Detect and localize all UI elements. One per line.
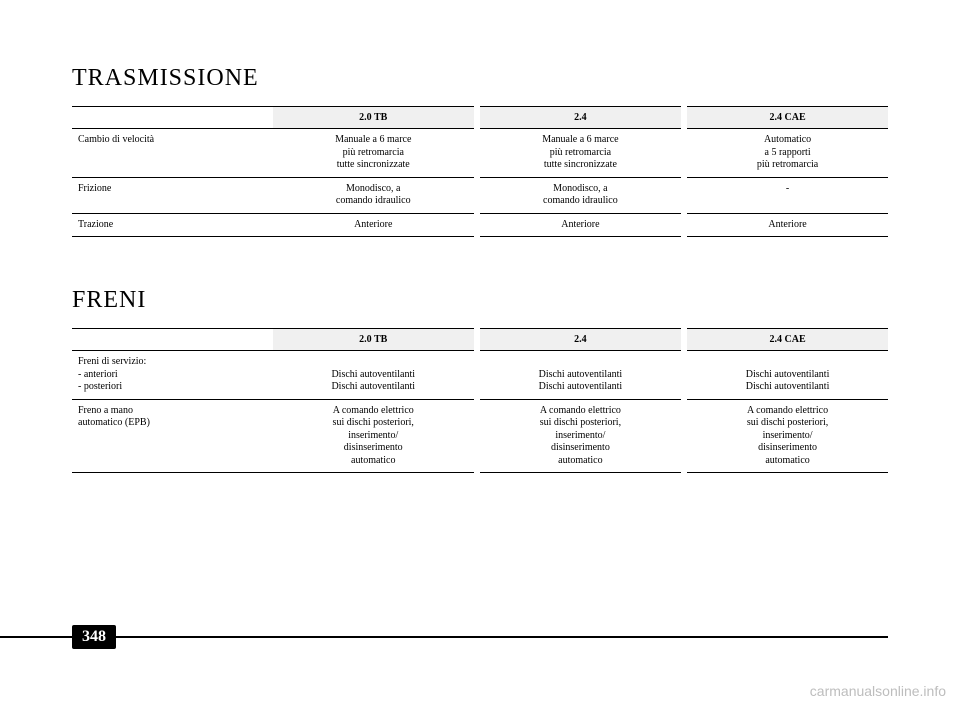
- cell: A comando elettrico sui dischi posterior…: [273, 399, 474, 473]
- header-col: 2.0 TB: [273, 107, 474, 129]
- cell: Anteriore: [687, 213, 888, 237]
- header-col: 2.4: [480, 329, 681, 351]
- table-row: Freno a mano automatico (EPB) A comando …: [72, 399, 888, 473]
- cell: A comando elettrico sui dischi posterior…: [687, 399, 888, 473]
- header-col: 2.0 TB: [273, 329, 474, 351]
- table-header-row: 2.0 TB 2.4 2.4 CAE: [72, 329, 888, 351]
- table-row: Trazione Anteriore Anteriore Anteriore: [72, 213, 888, 237]
- section-title: FRENI: [72, 287, 888, 314]
- cell: Automatico a 5 rapporti più retromarcia: [687, 129, 888, 178]
- cell: Dischi autoventilanti Dischi autoventila…: [273, 351, 474, 400]
- header-col: 2.4: [480, 107, 681, 129]
- section-freni: FRENI 2.0 TB 2.4 2.4 CAE Freni di: [72, 287, 888, 473]
- cell: Anteriore: [480, 213, 681, 237]
- cell: Monodisco, a comando idraulico: [480, 177, 681, 213]
- table-row: Frizione Monodisco, a comando idraulico …: [72, 177, 888, 213]
- table-trasmissione: 2.0 TB 2.4 2.4 CAE Cambio di velocità Ma…: [72, 106, 888, 237]
- page-number: 348: [72, 625, 116, 649]
- row-label: Cambio di velocità: [72, 129, 273, 178]
- cell: -: [687, 177, 888, 213]
- row-label: Freni di servizio: - anteriori - posteri…: [72, 351, 273, 400]
- cell: Anteriore: [273, 213, 474, 237]
- header-blank: [72, 329, 273, 351]
- section-trasmissione: TRASMISSIONE 2.0 TB 2.4 2.4 CAE C: [72, 65, 888, 237]
- divider-line: [0, 636, 72, 638]
- divider-line: [116, 636, 888, 638]
- row-label: Trazione: [72, 213, 273, 237]
- header-blank: [72, 107, 273, 129]
- header-col: 2.4 CAE: [687, 329, 888, 351]
- row-label: Freno a mano automatico (EPB): [72, 399, 273, 473]
- page-content: TRASMISSIONE 2.0 TB 2.4 2.4 CAE C: [0, 0, 960, 563]
- cell: A comando elettrico sui dischi posterior…: [480, 399, 681, 473]
- table-header-row: 2.0 TB 2.4 2.4 CAE: [72, 107, 888, 129]
- page-number-bar: 348: [0, 625, 960, 649]
- table-freni: 2.0 TB 2.4 2.4 CAE Freni di servizio: - …: [72, 328, 888, 473]
- header-col: 2.4 CAE: [687, 107, 888, 129]
- row-label: Frizione: [72, 177, 273, 213]
- cell: Dischi autoventilanti Dischi autoventila…: [687, 351, 888, 400]
- table-row: Freni di servizio: - anteriori - posteri…: [72, 351, 888, 400]
- watermark-text: carmanualsonline.info: [810, 683, 946, 699]
- cell: Dischi autoventilanti Dischi autoventila…: [480, 351, 681, 400]
- cell: Monodisco, a comando idraulico: [273, 177, 474, 213]
- cell: Manuale a 6 marce più retromarcia tutte …: [480, 129, 681, 178]
- cell: Manuale a 6 marce più retromarcia tutte …: [273, 129, 474, 178]
- table-row: Cambio di velocità Manuale a 6 marce più…: [72, 129, 888, 178]
- section-title: TRASMISSIONE: [72, 65, 888, 92]
